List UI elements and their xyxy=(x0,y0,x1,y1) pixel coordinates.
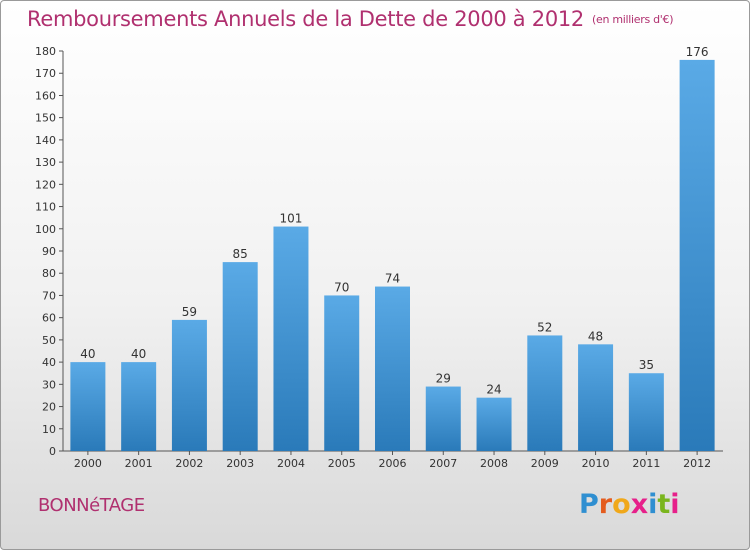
bar-2007 xyxy=(425,386,461,451)
y-tick-label: 120 xyxy=(35,178,56,191)
x-tick-label: 2000 xyxy=(74,457,102,470)
x-tick-label: 2007 xyxy=(429,457,457,470)
data-label-2006: 74 xyxy=(385,272,400,286)
chart-subtitle: (en milliers d'€) xyxy=(592,13,674,26)
x-tick-label: 2006 xyxy=(379,457,407,470)
bar-2006 xyxy=(375,286,410,451)
commune-name: BONNéTAGE xyxy=(38,495,145,516)
bar-2012 xyxy=(679,59,715,452)
y-tick-label: 80 xyxy=(42,267,56,280)
data-label-2003: 85 xyxy=(233,247,248,261)
y-tick-label: 0 xyxy=(49,445,56,458)
logo-letter: t xyxy=(657,489,671,520)
logo-letter: o xyxy=(612,489,631,520)
data-label-2005: 70 xyxy=(334,280,349,294)
chart-title-line: Remboursements Annuels de la Dette de 20… xyxy=(27,7,673,31)
y-tick-label: 20 xyxy=(42,401,56,414)
data-label-2008: 24 xyxy=(486,383,501,397)
bar-2010 xyxy=(578,344,614,451)
x-tick-label: 2012 xyxy=(683,457,711,470)
x-tick-label: 2005 xyxy=(328,457,356,470)
bar-2004 xyxy=(273,226,309,451)
x-tick-label: 2003 xyxy=(226,457,254,470)
logo-letter: i xyxy=(670,489,680,520)
y-tick-label: 30 xyxy=(42,378,56,391)
proxiti-logo[interactable]: Proxiti xyxy=(579,489,680,520)
data-label-2000: 40 xyxy=(80,347,95,361)
data-label-2010: 48 xyxy=(588,329,603,343)
y-tick-label: 60 xyxy=(42,312,56,325)
data-label-2002: 59 xyxy=(182,305,197,319)
bar-2000 xyxy=(70,362,106,451)
x-tick-label: 2011 xyxy=(632,457,660,470)
bar-2008 xyxy=(476,397,512,451)
data-labels: 40 40 59 85 101 70 74 29 24 52 48 35 176 xyxy=(80,45,708,397)
y-tick-label: 150 xyxy=(35,112,56,125)
y-tick-label: 110 xyxy=(35,201,56,214)
y-tick-label: 100 xyxy=(35,223,56,236)
bar-2011 xyxy=(628,373,664,451)
logo-letter: P xyxy=(579,489,599,520)
y-tick-label: 180 xyxy=(35,45,56,58)
bar-2009 xyxy=(527,335,563,451)
bar-2001 xyxy=(121,362,157,451)
logo-letter: x xyxy=(630,489,649,520)
logo-letter: i xyxy=(648,489,658,520)
data-label-2011: 35 xyxy=(639,358,654,372)
axes: 0 10 20 30 40 50 60 70 80 90 100 110 120 130 140 150 160… xyxy=(35,45,723,470)
y-tick-label: 130 xyxy=(35,156,56,169)
bar-2002 xyxy=(171,319,207,451)
logo-letter: r xyxy=(598,489,613,520)
y-tick-label: 10 xyxy=(42,423,56,436)
x-tick-label: 2001 xyxy=(125,457,153,470)
x-tick-label: 2008 xyxy=(480,457,508,470)
y-tick-label: 170 xyxy=(35,67,56,80)
y-tick-label: 160 xyxy=(35,89,56,102)
bar-2003 xyxy=(222,262,258,451)
data-label-2004: 101 xyxy=(280,212,303,226)
y-tick-label: 140 xyxy=(35,134,56,147)
data-label-2012: 176 xyxy=(686,45,709,59)
chart-title: Remboursements Annuels de la Dette de 20… xyxy=(27,7,584,31)
y-tick-label: 40 xyxy=(42,356,56,369)
y-tick-label: 50 xyxy=(42,334,56,347)
y-tick-label: 90 xyxy=(42,245,56,258)
bar-2005 xyxy=(324,295,360,451)
data-label-2007: 29 xyxy=(436,372,451,386)
x-tick-label: 2002 xyxy=(175,457,203,470)
x-tick-label: 2010 xyxy=(582,457,610,470)
bars xyxy=(70,59,715,452)
x-tick-label: 2009 xyxy=(531,457,559,470)
x-tick-label: 2004 xyxy=(277,457,305,470)
data-label-2009: 52 xyxy=(537,320,552,334)
y-tick-label: 70 xyxy=(42,289,56,302)
data-label-2001: 40 xyxy=(131,347,146,361)
